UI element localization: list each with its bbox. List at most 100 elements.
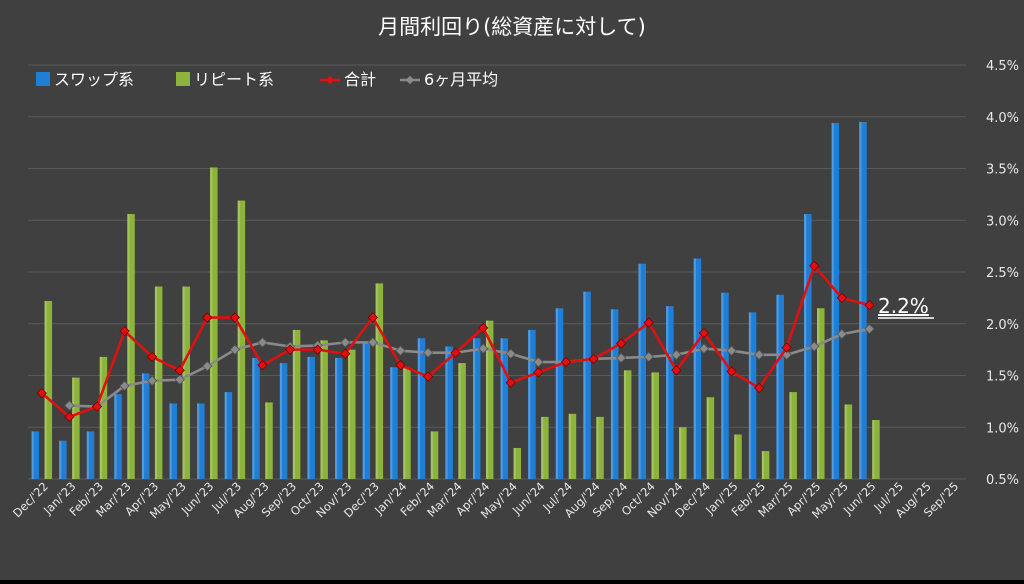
avg6-point xyxy=(615,352,627,364)
avg6-point xyxy=(809,341,820,352)
swap-bar xyxy=(252,357,260,479)
repeat-bar xyxy=(430,431,439,479)
swap-bar xyxy=(31,431,40,479)
swap-bar-highlight xyxy=(500,338,503,479)
swap-bar xyxy=(335,357,343,479)
avg6-point xyxy=(864,323,875,335)
swap-bar xyxy=(583,291,591,479)
y-tick-label: 4.5% xyxy=(986,59,1019,74)
avg6-line xyxy=(69,327,870,408)
lines xyxy=(36,260,875,423)
swap-bar xyxy=(279,363,288,479)
swap-bar xyxy=(197,403,205,479)
repeat-bar-highlight xyxy=(844,404,847,479)
repeat-bar xyxy=(789,392,797,479)
avg6-point xyxy=(340,337,351,348)
total-point xyxy=(202,312,213,323)
total-point xyxy=(119,325,130,337)
swap-bar xyxy=(141,373,150,479)
swap-bar-highlight xyxy=(252,357,255,479)
total-point xyxy=(671,365,682,376)
repeat-bar-highlight xyxy=(651,372,654,479)
total-point xyxy=(836,292,848,304)
repeat-bar-highlight xyxy=(761,451,765,479)
repeat-bar-highlight xyxy=(541,416,544,479)
repeat-bar xyxy=(761,451,770,479)
repeat-bar-highlight xyxy=(265,402,268,479)
swap-bar-highlight xyxy=(638,263,641,479)
swap-bar xyxy=(417,338,426,479)
repeat-bar-highlight xyxy=(292,329,296,479)
swap-bar-highlight xyxy=(583,291,586,479)
repeat-bar-highlight xyxy=(513,447,516,479)
swap-bar xyxy=(831,122,840,480)
swap-bar-highlight xyxy=(279,363,283,479)
repeat-bar xyxy=(210,167,218,479)
swap-bar-highlight xyxy=(86,431,89,479)
legend-label: リピート系 xyxy=(194,70,274,89)
total-point xyxy=(340,348,351,359)
y-tick-label: 1.0% xyxy=(986,421,1019,436)
repeat-bar-highlight xyxy=(789,392,792,479)
total-point xyxy=(505,377,516,388)
y-axis-ticks: 0.5% 1.0% 1.5% 2.0% 2.5% 3.0% 3.5% 4.0% 4.5% xyxy=(986,59,1019,488)
total-point xyxy=(91,401,103,412)
swap-bar-highlight xyxy=(831,122,834,480)
y-tick-label: 3.5% xyxy=(986,163,1019,178)
swap-bar xyxy=(721,292,729,479)
repeat-bar-highlight xyxy=(72,377,75,479)
swap-bar-highlight xyxy=(59,440,62,479)
total-point xyxy=(533,367,544,378)
repeat-bar-highlight xyxy=(182,286,185,479)
repeat-bar xyxy=(348,349,356,479)
swap-bar xyxy=(59,440,67,479)
total-point xyxy=(395,359,406,371)
repeat-bar-highlight xyxy=(568,413,571,479)
total-point xyxy=(64,411,75,423)
swap-bar-highlight xyxy=(169,403,172,479)
swap-bar xyxy=(555,308,564,479)
total-point xyxy=(36,387,47,399)
repeat-bar-highlight xyxy=(872,420,875,479)
total-point xyxy=(422,371,434,382)
swap-bar xyxy=(86,431,95,479)
repeat-bar xyxy=(651,372,659,479)
repeat-bar-highlight xyxy=(44,300,47,479)
repeat-bar-highlight xyxy=(817,308,820,479)
repeat-bar-highlight xyxy=(320,340,323,479)
total-point xyxy=(726,366,737,377)
repeat-bar xyxy=(485,320,494,479)
avg6-point xyxy=(422,347,434,358)
repeat-bar-highlight xyxy=(127,214,130,480)
repeat-bar-highlight xyxy=(623,370,627,479)
repeat-bar-highlight xyxy=(706,397,709,479)
repeat-bar xyxy=(706,397,715,479)
total-point xyxy=(284,344,296,355)
avg6-point xyxy=(174,374,185,385)
y-tick-label: 2.5% xyxy=(986,266,1019,281)
swap-bar xyxy=(114,394,122,479)
repeat-bar-highlight xyxy=(154,286,158,479)
repeat-bar xyxy=(844,404,853,479)
repeat-bar xyxy=(541,416,549,479)
swap-bar-highlight xyxy=(776,294,779,479)
avg6-point xyxy=(505,348,516,359)
repeat-bar xyxy=(182,286,190,479)
total-point xyxy=(478,322,489,334)
avg6-point xyxy=(202,361,213,372)
bars xyxy=(31,121,880,480)
total-point xyxy=(615,338,627,349)
repeat-bar xyxy=(734,434,742,479)
avg6-point xyxy=(698,343,710,354)
y-tick-label: 4.0% xyxy=(986,111,1019,126)
repeat-bar xyxy=(568,413,577,479)
repeat-bar xyxy=(679,427,687,479)
swap-bar xyxy=(307,356,315,479)
avg6-point xyxy=(671,349,682,360)
avg6-point xyxy=(836,328,848,340)
swap-bar-highlight xyxy=(335,357,338,479)
total-point xyxy=(560,356,572,368)
swap-bar xyxy=(638,263,646,479)
total-point xyxy=(257,359,268,371)
